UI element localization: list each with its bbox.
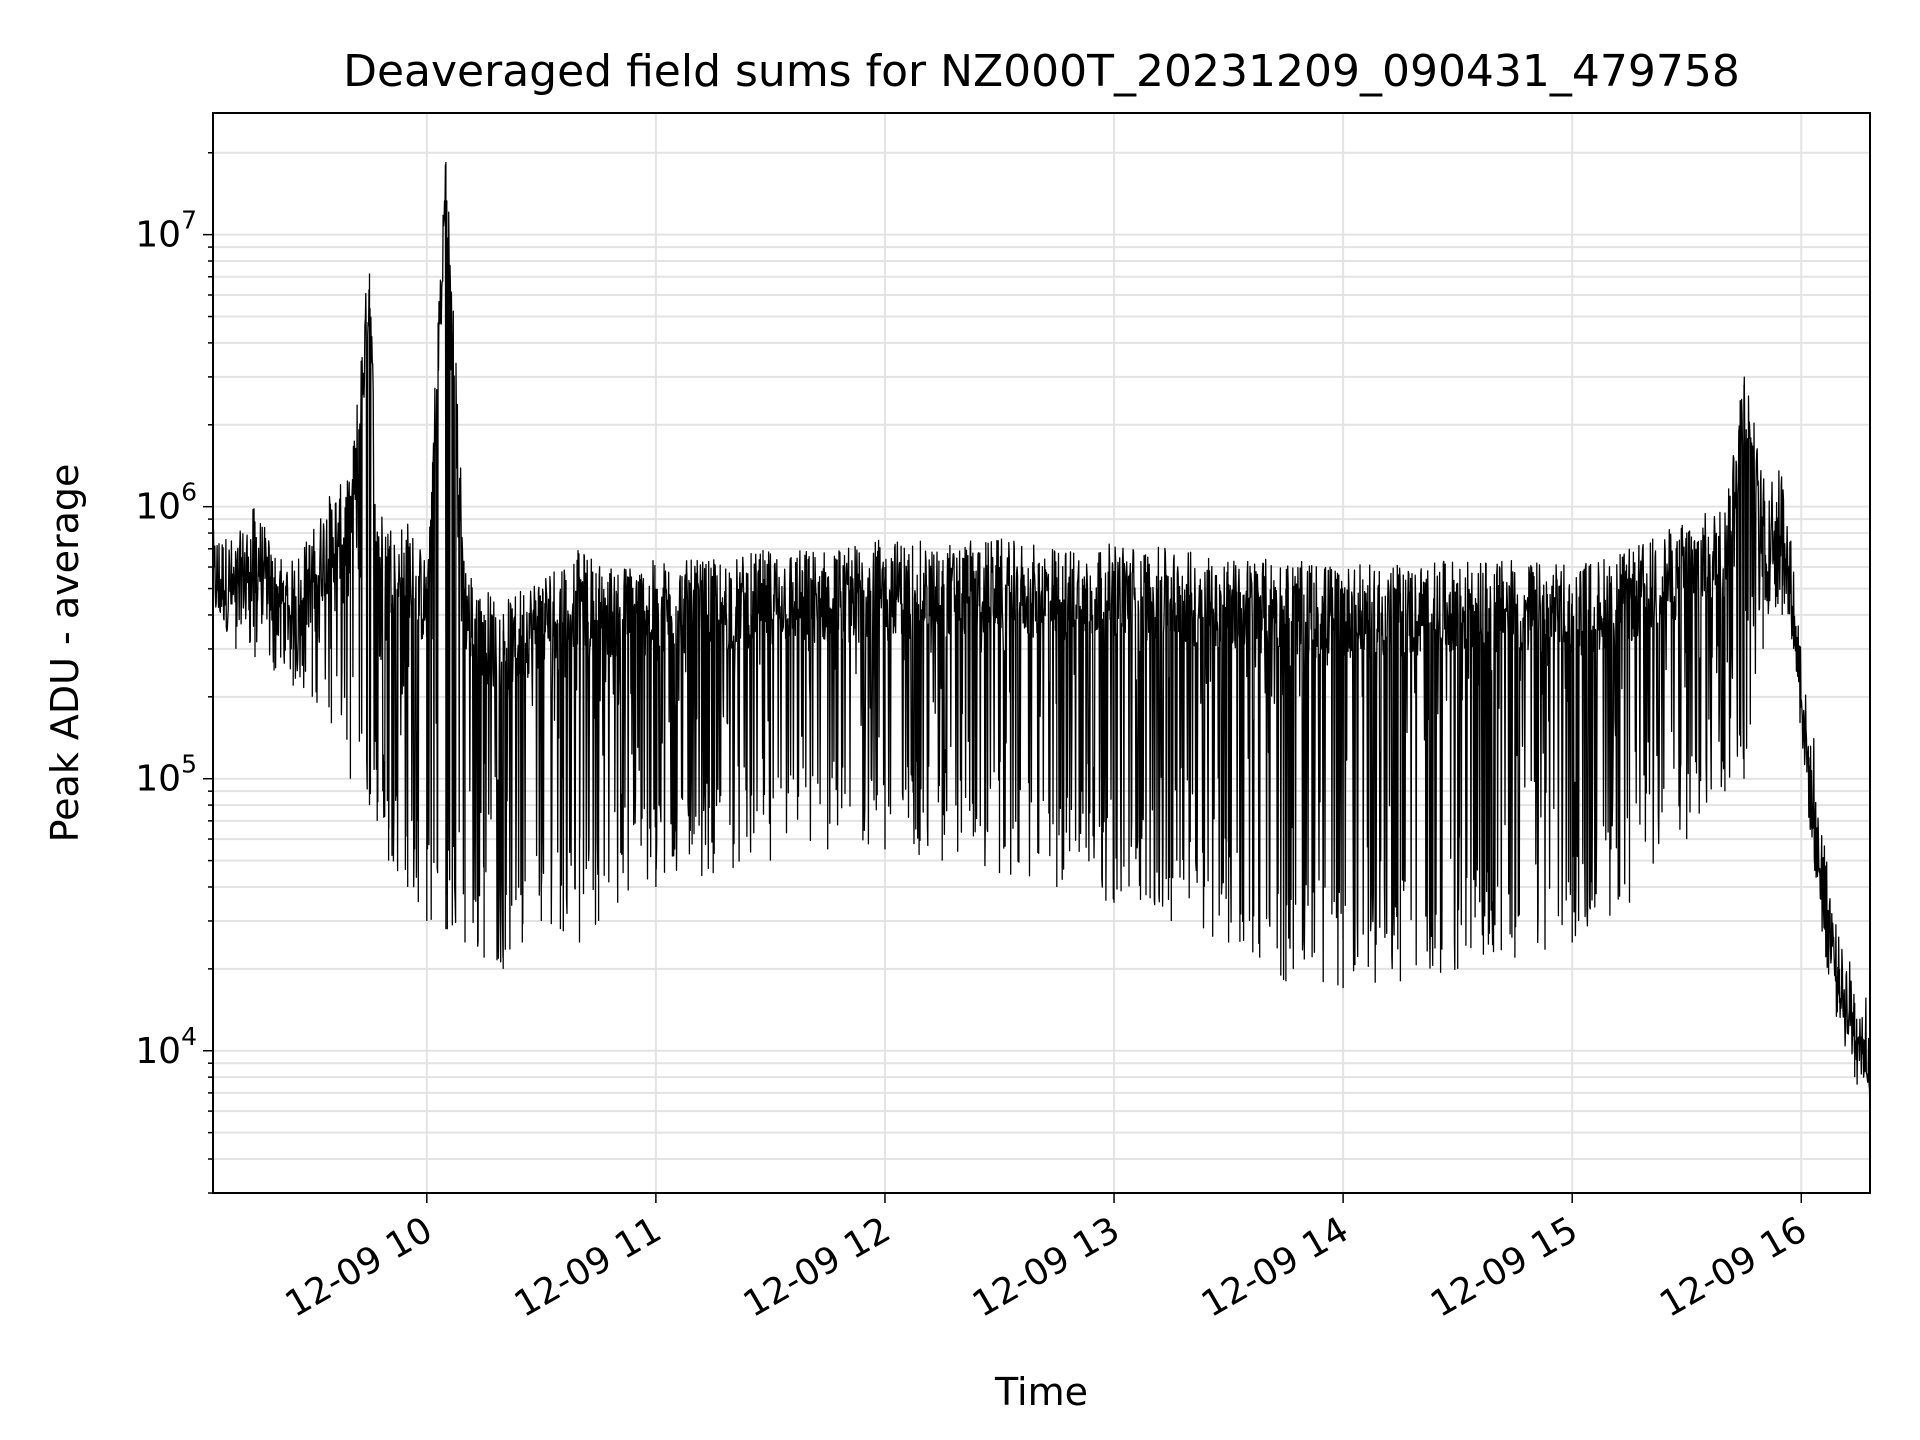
- y-tick-label: 107: [135, 206, 197, 256]
- x-axis-label: Time: [994, 1370, 1088, 1414]
- y-tick-label: 104: [135, 1022, 197, 1072]
- chart-title: Deaveraged field sums for NZ000T_2023120…: [343, 46, 1740, 97]
- plot-frame: [212, 112, 1871, 1194]
- y-tick-label: 106: [135, 478, 197, 528]
- series-line: [212, 162, 1871, 1133]
- y-tick-label: 105: [135, 750, 197, 800]
- y-axis-label: Peak ADU - average: [43, 464, 87, 843]
- series-layer: [212, 162, 1871, 1133]
